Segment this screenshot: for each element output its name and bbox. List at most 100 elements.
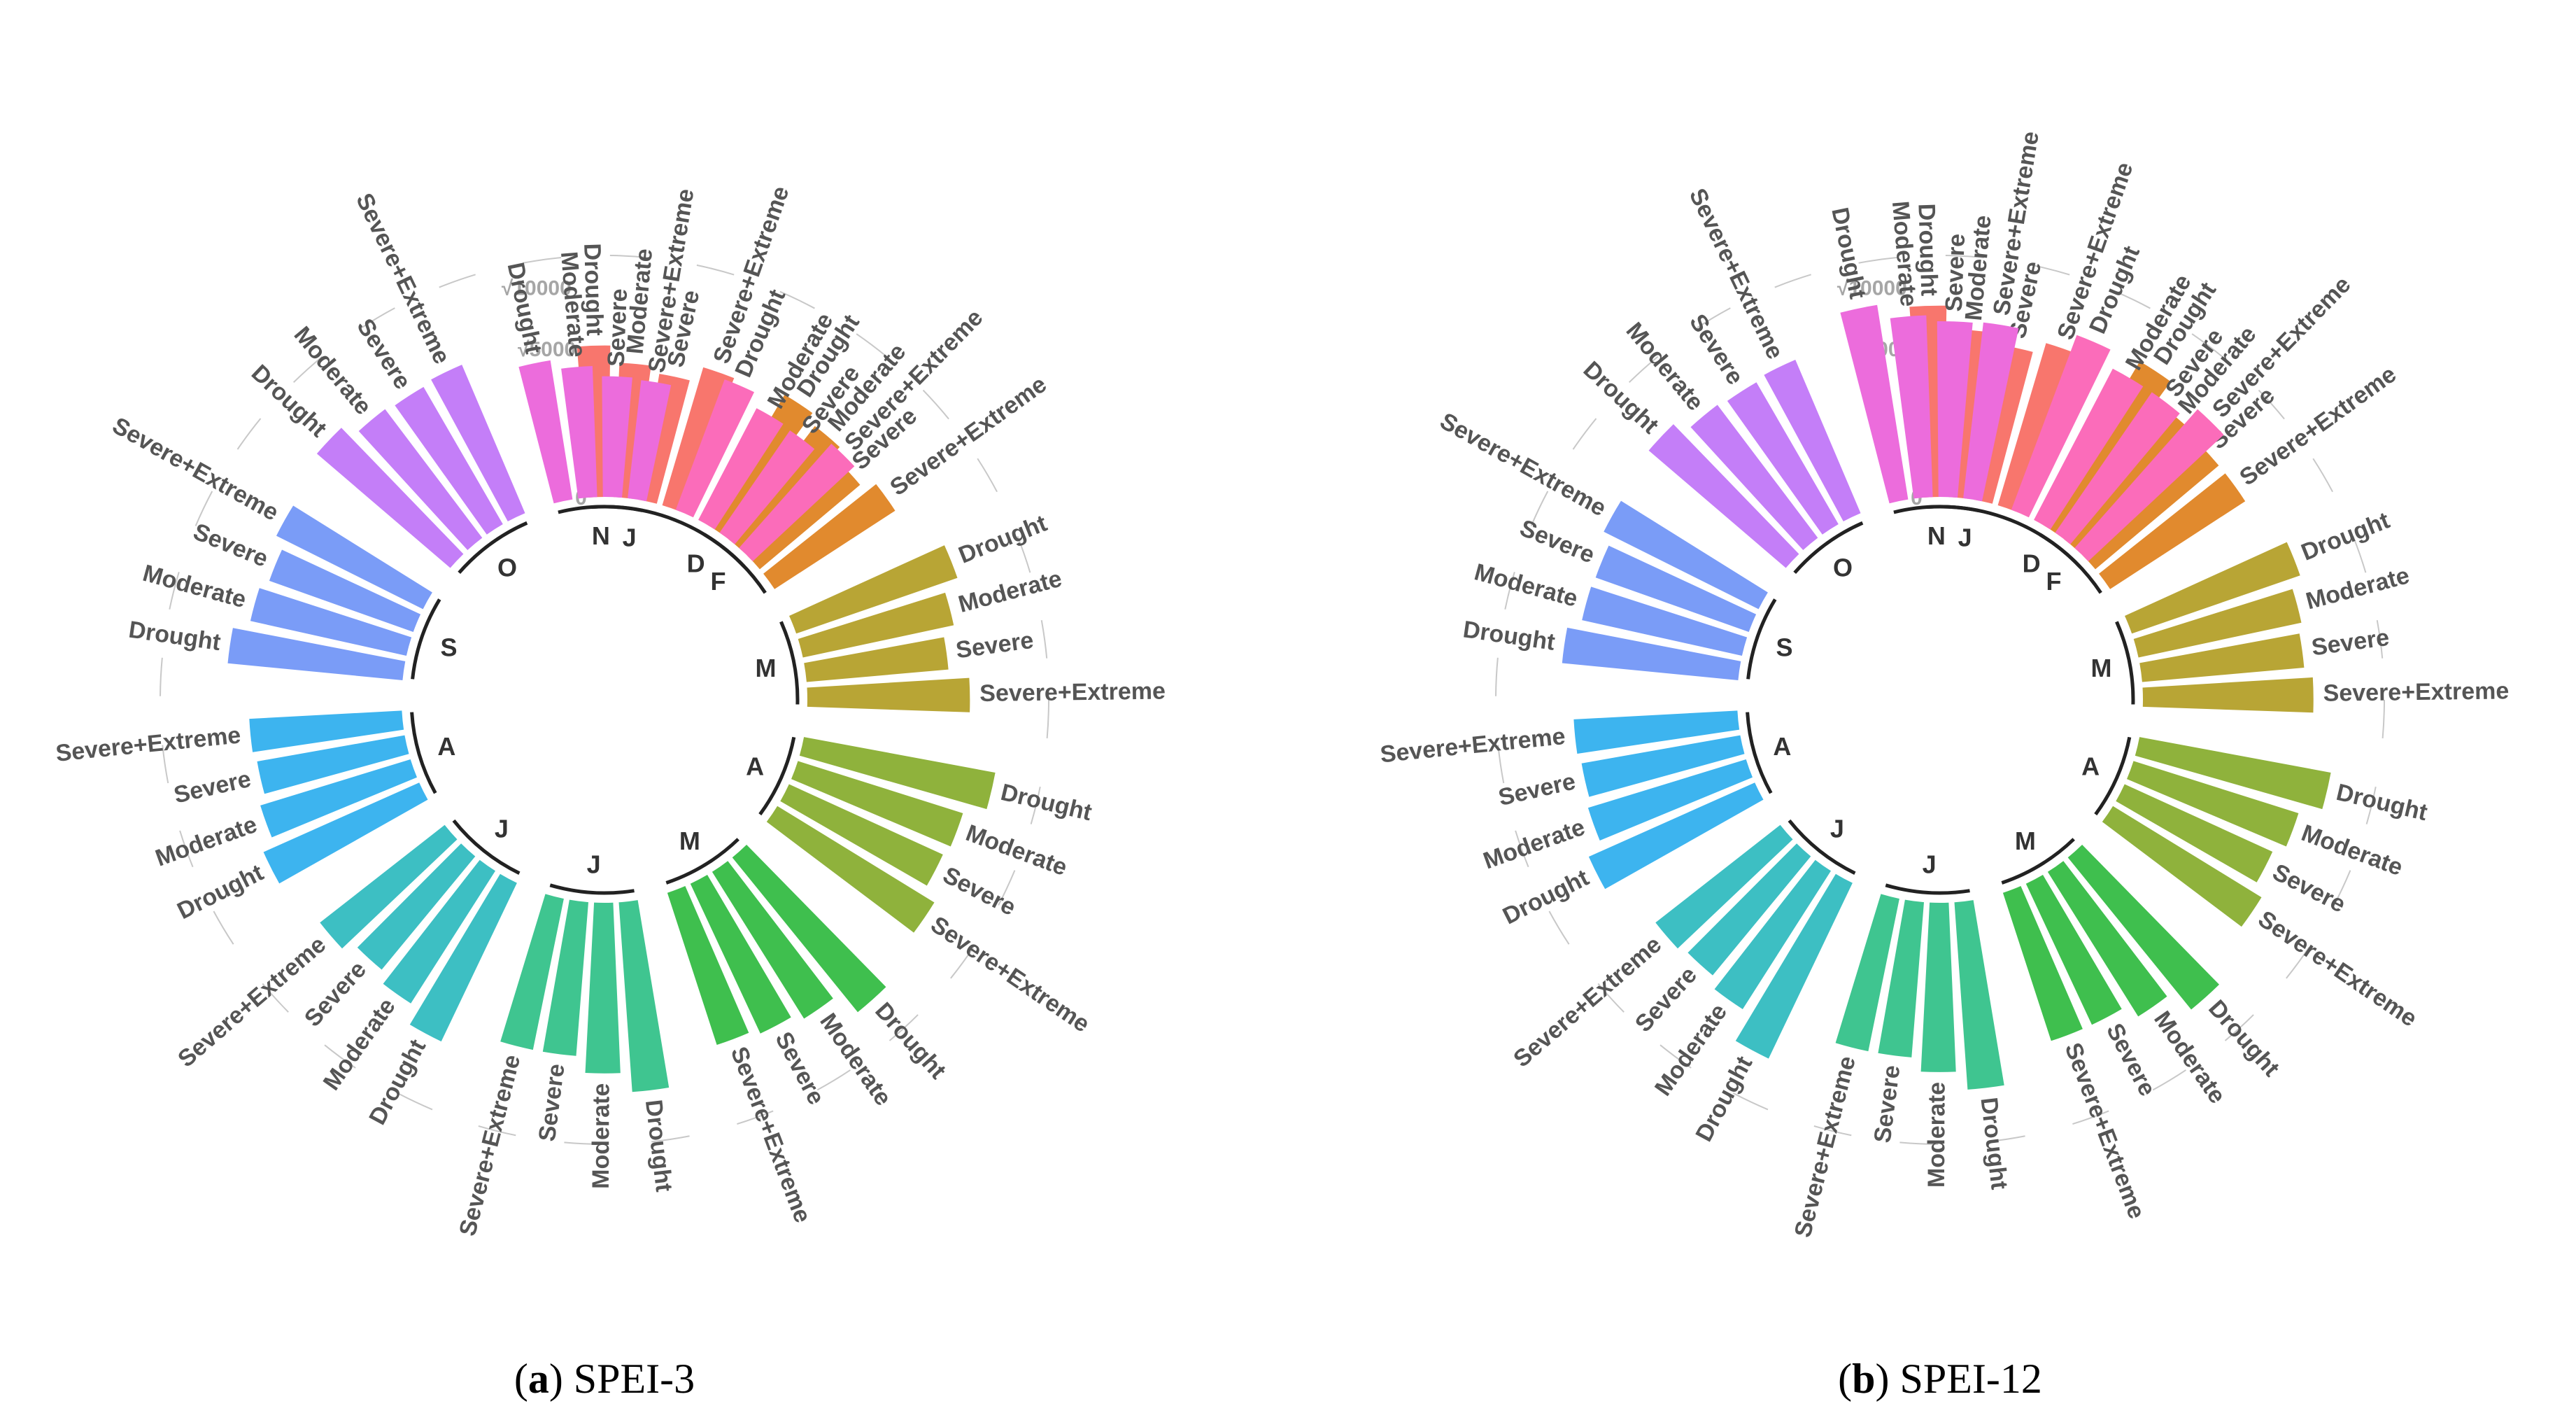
bar-category-label: Severe	[351, 314, 416, 394]
bar-category-label: Drought	[870, 997, 951, 1084]
bar	[1840, 304, 1909, 504]
bar	[2099, 473, 2246, 589]
bar	[2125, 542, 2300, 634]
month-label: J	[587, 850, 601, 879]
month-baseline-arc	[549, 883, 635, 895]
bar	[1573, 710, 1740, 754]
caption-text: SPEI-12	[1899, 1356, 2041, 1402]
bar-category-label: Drought	[502, 260, 547, 356]
bar-category-label: Severe+Extreme	[1790, 1053, 1861, 1240]
bar	[2082, 440, 2219, 570]
bar	[1655, 824, 1793, 949]
bar-category-label: Severe+Extreme	[979, 678, 1166, 707]
bar	[780, 784, 943, 886]
bar-category-label: Severe+Extreme	[108, 412, 283, 526]
bar	[1588, 782, 1764, 890]
bar-category-label: Severe+Extreme	[2253, 906, 2422, 1032]
bar	[2034, 368, 2144, 530]
month-baseline-arc	[665, 838, 739, 885]
bar	[395, 386, 503, 535]
bar-category-label: Severe	[2268, 859, 2350, 918]
bar	[712, 861, 833, 1019]
bar	[763, 484, 896, 589]
bar	[257, 735, 409, 794]
bar	[2139, 633, 2305, 682]
month-label: D	[687, 549, 705, 578]
bar-category-label: Moderate	[962, 820, 1070, 881]
bar	[766, 806, 935, 933]
bar-category-label: Drought	[640, 1098, 677, 1193]
month-label: M	[2015, 827, 2036, 855]
radial-tick-label: √10000	[1837, 277, 1907, 300]
caption-spei-3: (a) SPEI-3	[514, 1356, 695, 1402]
bar-category-label: Severe	[1496, 768, 1578, 811]
bar-category-label: Severe	[1869, 1064, 1906, 1144]
bar-category-label: Severe	[770, 1027, 830, 1109]
bar	[1954, 900, 2004, 1090]
bar	[269, 549, 421, 632]
bar	[260, 759, 417, 838]
bar	[542, 899, 588, 1056]
bar	[719, 430, 815, 544]
bar-category-label: Severe	[939, 862, 1021, 921]
month-baseline-arc	[458, 521, 528, 575]
month-label: A	[437, 732, 455, 761]
bar-category-label: Drought	[955, 509, 1051, 568]
bar-category-label: Severe+Extreme	[454, 1052, 525, 1239]
month-label: J	[623, 523, 637, 552]
month-label: J	[495, 814, 509, 843]
month-label: N	[1927, 521, 1946, 550]
month-label: S	[440, 633, 457, 662]
bar	[2127, 761, 2299, 847]
bar	[2047, 861, 2167, 1017]
month-baseline-arc	[558, 505, 643, 514]
bar-category-label: Drought	[1499, 864, 1593, 929]
bar-category-label: Moderate	[2303, 562, 2412, 614]
month-baseline-arc	[410, 712, 437, 794]
month-baseline-arc	[1746, 598, 1777, 680]
bar	[1920, 902, 1956, 1072]
bar	[2116, 784, 2273, 883]
bar-category-label: Drought	[1462, 616, 1557, 656]
caption-letter: b	[1852, 1356, 1875, 1402]
bar-category-label: Drought	[1975, 1096, 2012, 1191]
bar	[746, 461, 861, 570]
bar	[798, 592, 954, 658]
bar	[263, 782, 428, 884]
bar	[2055, 392, 2180, 544]
bar-category-label: Moderate	[956, 565, 1065, 618]
bar	[1764, 360, 1861, 521]
grid-ring-outer	[160, 255, 1049, 1145]
caption-text: SPEI-3	[574, 1356, 695, 1402]
month-label: S	[1776, 633, 1792, 662]
bar-category-label: Severe	[954, 627, 1035, 664]
bar	[1587, 759, 1753, 841]
bar-category-label: Severe	[190, 519, 272, 572]
bar	[2011, 335, 2111, 518]
bar	[316, 428, 464, 568]
month-baseline-arc	[758, 736, 796, 816]
radial-tick-label: √5000	[518, 338, 576, 361]
month-baseline-arc	[1893, 505, 1979, 514]
month-label: F	[2046, 567, 2062, 596]
bar-category-label: Drought	[2334, 779, 2430, 826]
bar	[2043, 361, 2171, 536]
bar-category-label: Drought	[1826, 205, 1871, 301]
bar-category-label: Drought	[173, 859, 267, 925]
month-label: J	[1923, 850, 1937, 879]
bar	[1581, 735, 1745, 797]
bar	[628, 380, 672, 502]
month-baseline-arc	[2009, 518, 2081, 568]
bar-category-label: Severe	[534, 1062, 570, 1143]
bar	[2063, 407, 2191, 551]
month-baseline-arc	[2115, 621, 2135, 705]
bar-category-label: Severe+Extreme	[2323, 677, 2509, 706]
bar-category-label: Drought	[2203, 995, 2284, 1082]
month-baseline-arc	[2094, 736, 2132, 816]
bar	[227, 628, 406, 680]
bar	[1582, 586, 1748, 656]
bar	[1890, 315, 1933, 499]
